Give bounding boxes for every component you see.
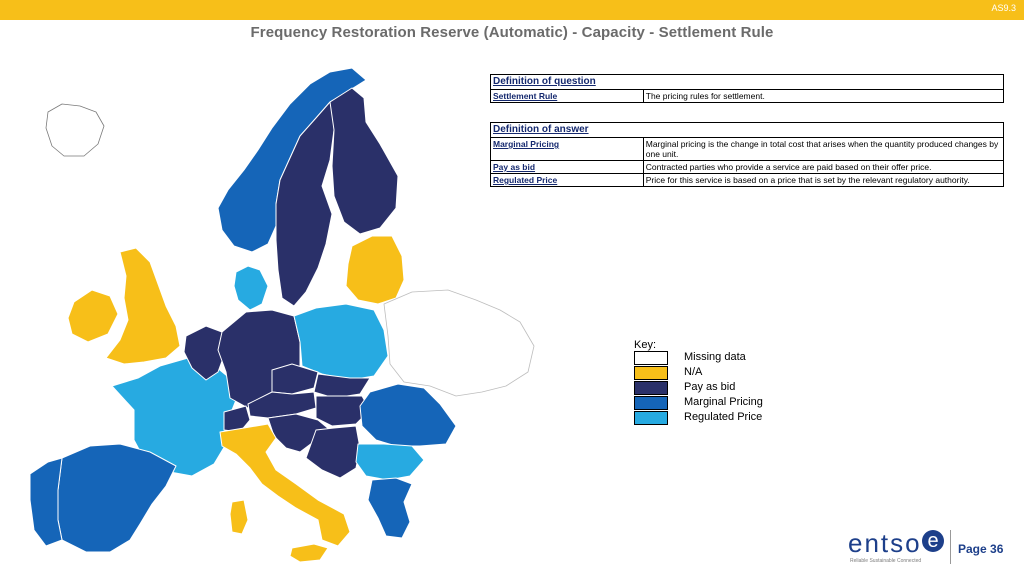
answer-description: Marginal pricing is the change in total … bbox=[642, 137, 1005, 161]
region-poland bbox=[293, 303, 389, 381]
key-item: Marginal Pricing bbox=[634, 396, 834, 410]
region-ireland bbox=[67, 289, 119, 343]
table-row: Settlement Rule The pricing rules for se… bbox=[490, 89, 1005, 103]
region-romania bbox=[359, 383, 457, 447]
region-sweden bbox=[275, 89, 351, 307]
region-spain bbox=[57, 443, 177, 553]
key-item: N/A bbox=[634, 366, 834, 380]
answer-definition-table: Definition of answer Marginal Pricing Ma… bbox=[490, 122, 1005, 187]
question-definition-table: Definition of question Settlement Rule T… bbox=[490, 74, 1005, 103]
footer-divider bbox=[950, 530, 951, 564]
table-row: Regulated Price Price for this service i… bbox=[490, 173, 1005, 187]
answer-description: Price for this service is based on a pri… bbox=[642, 173, 1005, 187]
key-item: Missing data bbox=[634, 351, 834, 365]
answer-table-heading: Definition of answer bbox=[490, 122, 1004, 138]
key-label: Regulated Price bbox=[684, 411, 763, 423]
answer-term: Marginal Pricing bbox=[490, 137, 644, 161]
top-accent-bar: AS9.3 bbox=[0, 0, 1024, 20]
region-iceland bbox=[45, 103, 105, 157]
table-row: Marginal Pricing Marginal pricing is the… bbox=[490, 137, 1005, 161]
entsoe-logo: entso e Reliable Sustainable Connected bbox=[848, 528, 944, 564]
region-italy bbox=[219, 423, 351, 547]
logo-e-icon: e bbox=[922, 530, 944, 552]
key-swatch bbox=[634, 396, 668, 410]
key-title: Key: bbox=[634, 339, 657, 351]
region-greece bbox=[367, 477, 413, 539]
question-term: Settlement Rule bbox=[490, 89, 644, 103]
region-belarus-ukraine bbox=[383, 289, 535, 397]
logo-wordmark: entso bbox=[848, 528, 922, 558]
logo-tagline: Reliable Sustainable Connected bbox=[850, 558, 922, 564]
answer-term: Pay as bid bbox=[490, 160, 644, 174]
region-sicily bbox=[289, 543, 329, 563]
region-great-britain bbox=[105, 247, 181, 365]
key-label: Pay as bid bbox=[684, 381, 736, 393]
answer-term: Regulated Price bbox=[490, 173, 644, 187]
region-switzerland bbox=[223, 405, 251, 433]
region-sardinia bbox=[229, 499, 249, 535]
slide-code: AS9.3 bbox=[991, 3, 1016, 13]
page-number: Page 36 bbox=[958, 542, 1004, 556]
key-swatch bbox=[634, 351, 668, 365]
key-label: Missing data bbox=[684, 351, 746, 363]
answer-description: Contracted parties who provide a service… bbox=[642, 160, 1005, 174]
key-label: N/A bbox=[684, 366, 703, 378]
key-item: Pay as bid bbox=[634, 381, 834, 395]
key-swatch bbox=[634, 411, 668, 425]
region-portugal bbox=[29, 457, 63, 547]
key-swatch bbox=[634, 381, 668, 395]
page-title: Frequency Restoration Reserve (Automatic… bbox=[250, 24, 774, 41]
question-description: The pricing rules for settlement. bbox=[642, 89, 1005, 103]
key-swatch bbox=[634, 366, 668, 380]
region-bosnia-serbia bbox=[305, 425, 361, 479]
table-row: Pay as bid Contracted parties who provid… bbox=[490, 160, 1005, 174]
region-finland bbox=[329, 87, 399, 235]
region-slovakia bbox=[313, 373, 371, 399]
region-baltics bbox=[345, 235, 405, 305]
region-denmark bbox=[233, 265, 269, 311]
region-benelux bbox=[183, 325, 227, 381]
key-label: Marginal Pricing bbox=[684, 396, 763, 408]
key-item: Regulated Price bbox=[634, 411, 834, 425]
question-table-heading: Definition of question bbox=[490, 74, 1004, 90]
region-bulgaria bbox=[355, 443, 425, 481]
europe-map bbox=[29, 67, 535, 563]
